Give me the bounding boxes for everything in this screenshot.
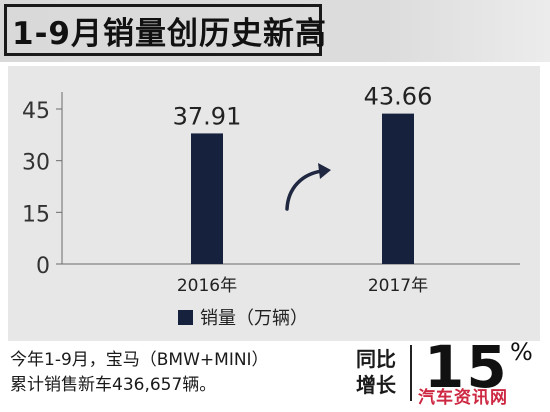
plot-panel [8,66,540,341]
yoy-label-line-1: 同比 [356,347,396,371]
y-tick-label: 0 [36,254,50,279]
yoy-unit: % [510,338,533,366]
yoy-label-line-2: 增长 [356,373,396,397]
chart-title: 1-9月销量创历史新高 [12,16,328,52]
y-tick-label: 30 [22,151,50,176]
title-frame [4,4,322,56]
data-label: 43.66 [364,83,433,111]
footnote-line-1: 今年1-9月，宝马（BMW+MINI） [10,350,269,370]
curved-up-arrow-icon [285,169,324,211]
bar [382,113,414,264]
x-tick-label: 2016年 [177,276,237,296]
bar [191,133,223,264]
title-bar: 1-9月销量创历史新高 [0,0,550,62]
legend-swatch [178,310,193,325]
yoy-divider [410,345,412,401]
footnote-line-2: 累计销售新车436,657辆。 [10,375,217,395]
y-tick-label: 15 [22,202,50,227]
arrow-head-icon [318,163,331,179]
yoy-value: 15 [424,333,509,401]
legend-label: 销量（万辆） [200,308,308,329]
summary-panel [0,341,550,412]
data-label: 37.91 [173,102,242,130]
y-tick-label: 45 [22,99,50,124]
watermark-logo: 汽车资讯网 [418,388,508,408]
x-tick-label: 2017年 [368,276,428,296]
